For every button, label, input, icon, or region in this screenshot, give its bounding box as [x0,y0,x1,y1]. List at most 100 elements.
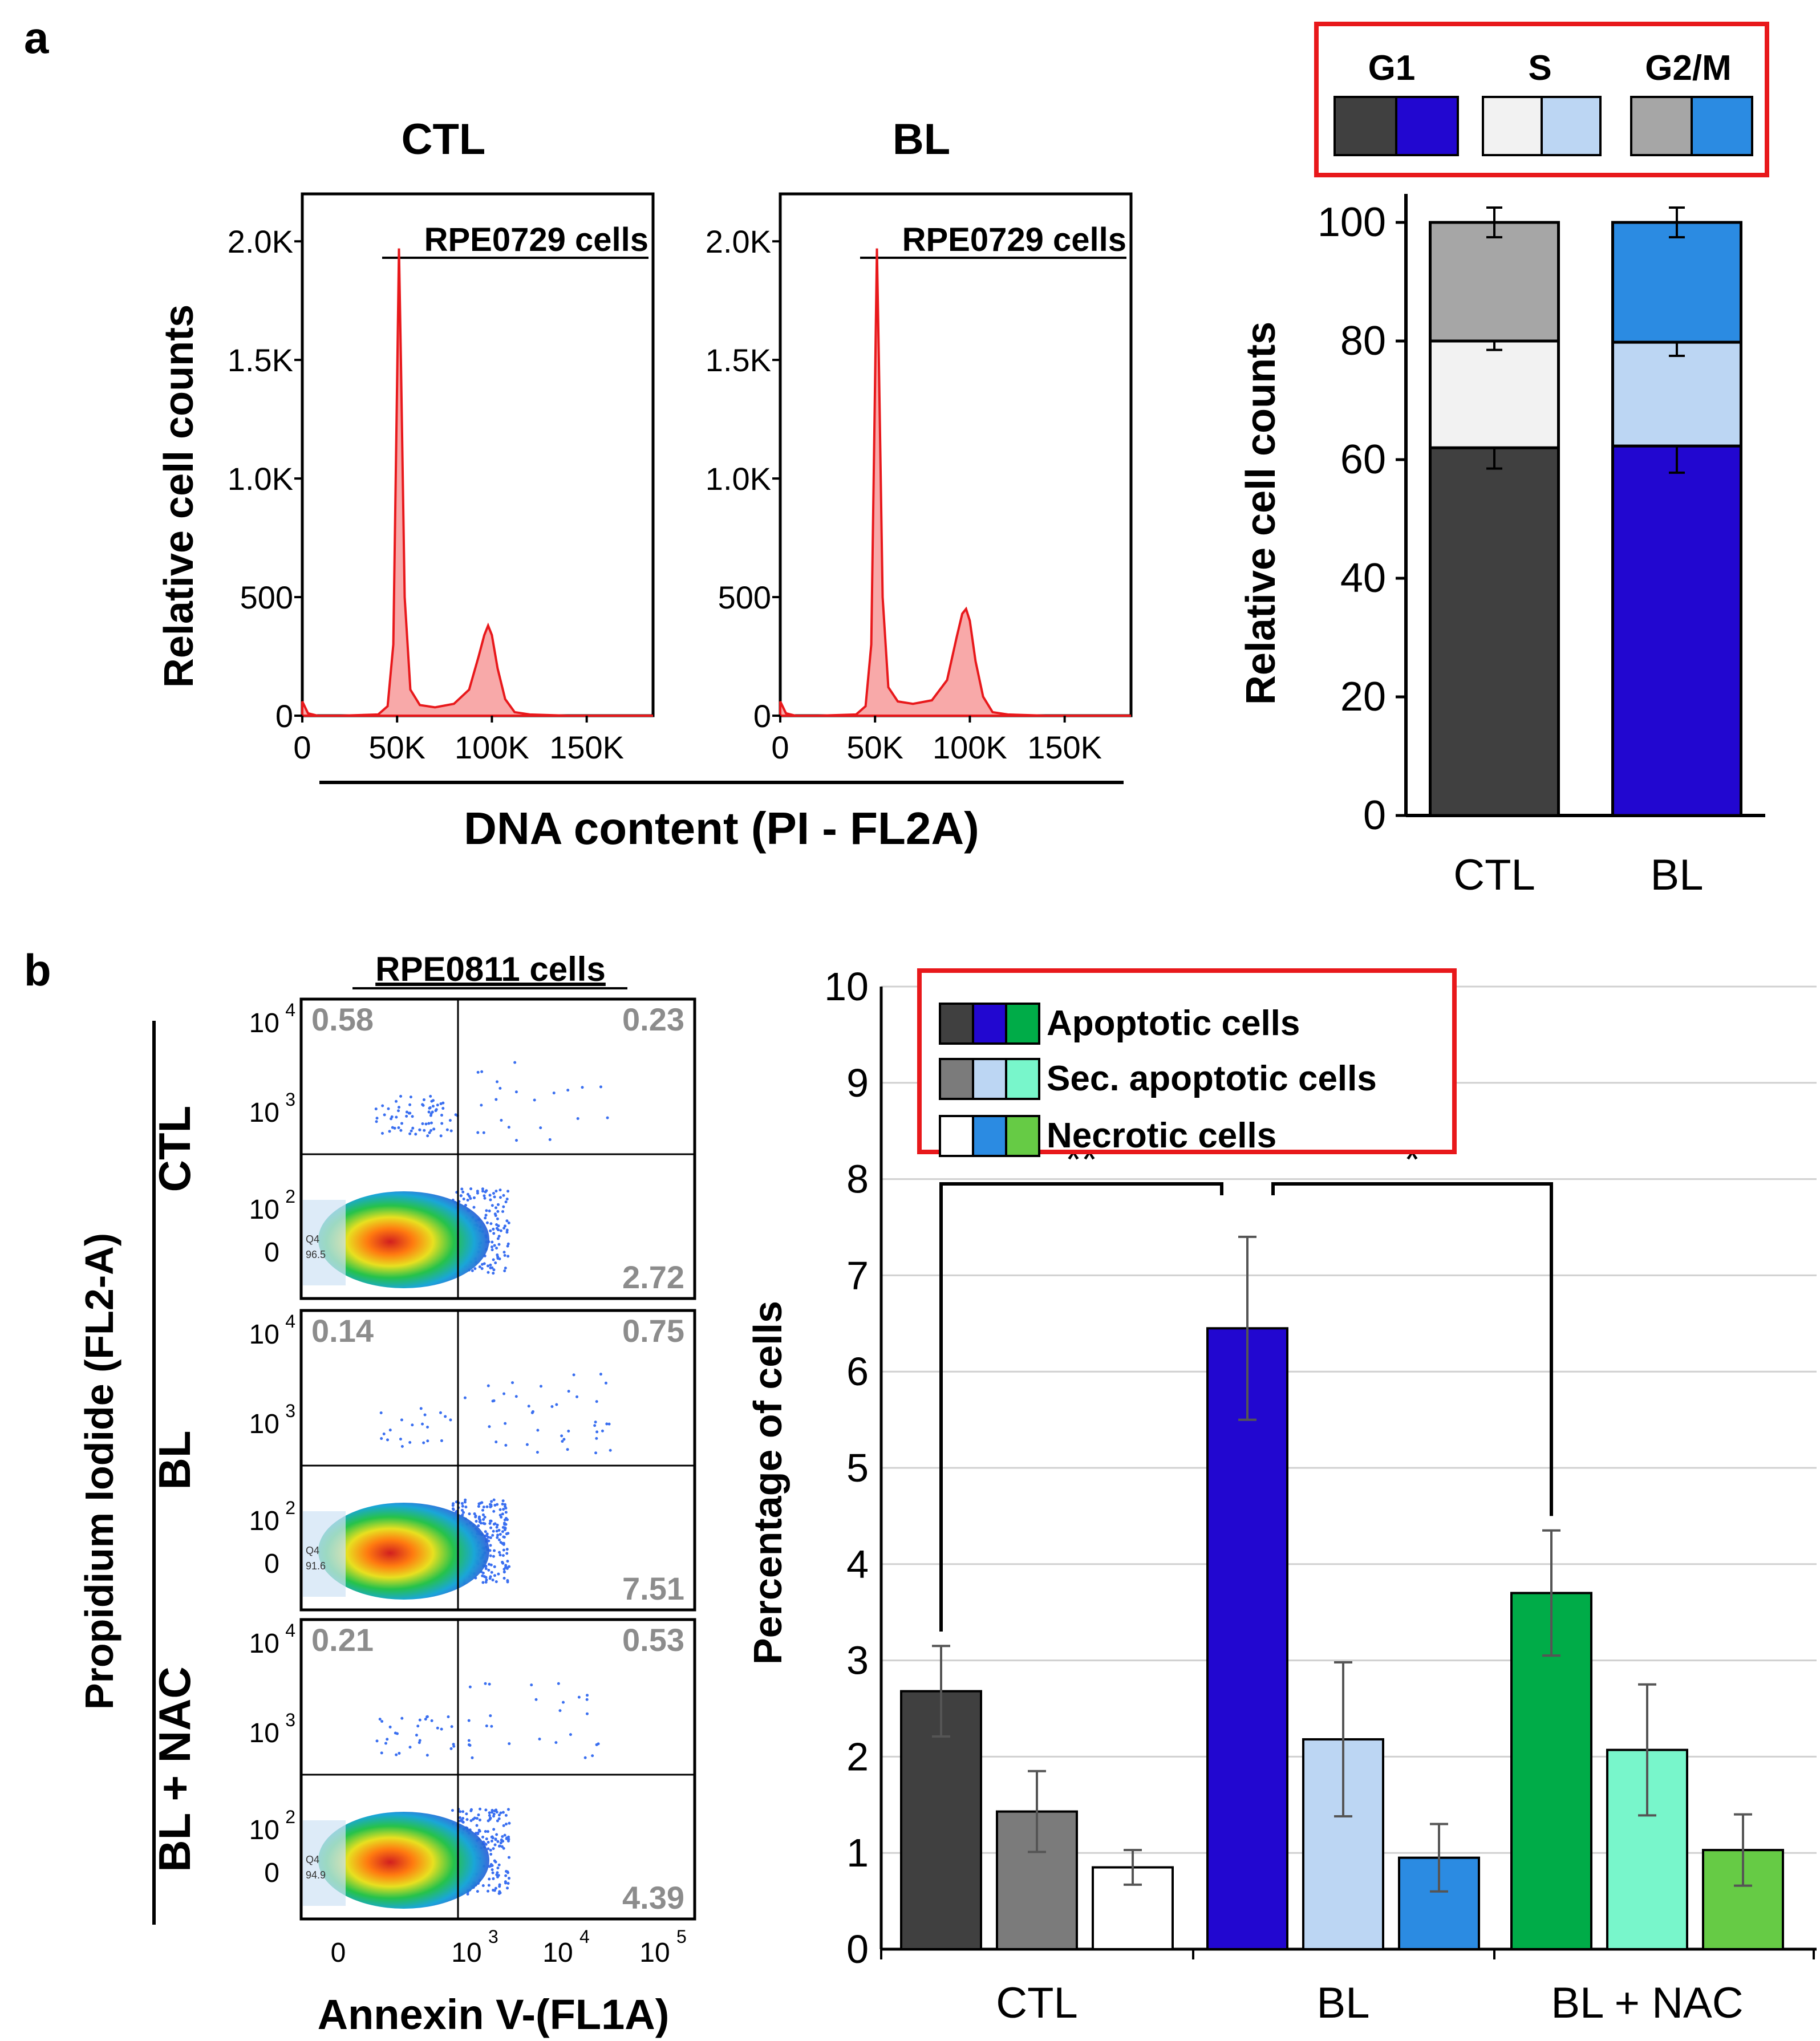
event-dot [493,1244,496,1247]
event-dot [501,1210,505,1214]
y-tick-label: 0 [753,698,771,734]
event-dot [560,1434,564,1438]
flow-y-tick-label: 10 [249,1098,279,1128]
event-dot [506,1808,510,1811]
event-dot [469,1819,473,1823]
event-dot [488,1877,491,1881]
legend-swatch [1005,1058,1040,1100]
event-dot [500,1838,503,1841]
event-dot [505,1548,509,1551]
flow-row-label: CTL [149,1106,200,1192]
event-dot [548,1138,552,1141]
event-dot [390,1117,393,1121]
event-dot [484,1830,487,1833]
flow-y-tick-label: 0 [264,1858,279,1888]
event-dot [451,1809,454,1812]
event-dot [449,1418,452,1422]
event-dot [572,1373,575,1377]
event-dot [440,1122,444,1125]
flow-plot-ctl: Q4 96.5 0.58 0.23 2.72 10 4 10 3 10 2 0 CTL [149,997,696,1300]
legend-label: Apoptotic cells [1047,1004,1300,1043]
event-dot [458,1819,461,1823]
legend-s-label: S [1528,48,1551,88]
event-dot [488,1811,491,1815]
x-category-label: BL + NAC [1551,1979,1743,2027]
y-tick-label: 4 [846,1542,869,1586]
event-dot [421,1422,424,1426]
apoptosis-legend: Apoptotic cells Sec. apoptotic cells Necro… [917,968,1457,1157]
event-dot [449,1747,453,1750]
event-dot [494,1261,497,1265]
event-dot [475,1520,478,1523]
event-dot [495,1223,498,1226]
event-dot [408,1132,412,1135]
y-tick-label: 1.5K [706,342,771,378]
event-dot [577,1695,581,1699]
event-dot [496,1253,499,1257]
event-dot [408,1746,412,1749]
q4-label: Q4 [306,1233,319,1245]
event-dot [492,1523,496,1526]
event-dot [491,1811,494,1814]
flow-ylabel: Propidium Iodide (FL2-A) [77,1233,121,1710]
event-dot [489,1554,492,1557]
event-dot [480,1267,484,1271]
legend-swatch [1005,1115,1040,1157]
event-dot [496,1503,499,1506]
event-dot [485,1221,489,1224]
event-dot [427,1110,431,1114]
event-dot [501,1811,505,1814]
event-dot [473,1512,476,1516]
event-dot [493,1859,496,1863]
histogram-area [301,248,653,717]
flow-y-tick-label: 10 [249,1506,279,1536]
stacked-bar-g2m-ctl [1429,221,1560,343]
cell-cycle-stacked-bar-chart: 0 20 40 60 80 100 CTL BL [1318,194,1765,899]
event-dot [506,1560,509,1563]
event-dot [498,1086,502,1090]
event-dot [504,1505,507,1508]
event-dot [492,1828,496,1831]
event-dot [504,1511,508,1514]
quadrant-ul-value: 0.14 [311,1313,374,1349]
event-dot [494,1838,497,1841]
event-dot [426,1426,429,1429]
q4-gate [303,1200,346,1285]
event-dot [411,1126,415,1130]
event-dot [557,1682,560,1685]
event-dot [497,1844,501,1848]
event-dot [494,1190,498,1193]
event-dot [504,1443,508,1447]
event-dot [498,1885,501,1888]
flow-y-tick-exp: 4 [285,1000,295,1020]
x-tick-label: 50K [846,729,903,765]
event-dot [375,1739,379,1743]
event-dot [485,1189,488,1192]
event-dot [483,1262,486,1265]
event-dot [498,1508,502,1511]
event-dot [400,1444,404,1448]
stacked-bar-s-ctl [1429,339,1560,449]
event-dot [506,1886,509,1890]
event-dot [567,1390,570,1393]
event-dot [461,1504,464,1508]
annexin-flow-plots: Q4 96.5 0.58 0.23 2.72 10 4 10 3 10 2 0 CTL Q4 91.6 0.1… [149,997,696,1968]
event-dot [494,1098,498,1101]
event-dot [496,1875,500,1878]
event-dot [502,1824,505,1827]
event-dot [488,1194,492,1197]
event-dot [459,1810,462,1813]
legend-swatch [972,1003,1007,1045]
event-dot [550,1405,554,1408]
event-dot [489,1536,492,1539]
y-tick-label: 1.5K [228,342,293,378]
event-dot [481,1190,485,1193]
event-dot [607,1422,611,1426]
event-dot [477,1502,481,1506]
legend-swatch [939,1115,974,1157]
event-dot [490,1571,493,1574]
event-dot [505,1837,508,1840]
event-dot [491,1871,494,1874]
quadrant-lr-value: 2.72 [622,1259,684,1295]
